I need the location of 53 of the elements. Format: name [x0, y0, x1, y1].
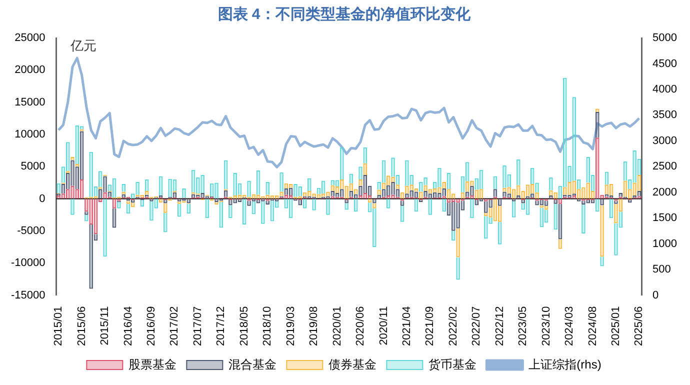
x-tick-label: 2019/08 [308, 306, 320, 346]
x-tick-label: 2019/03 [284, 306, 297, 346]
x-tick-label: 2015/11 [99, 306, 112, 346]
legend-label: 货币基金 [428, 357, 477, 372]
x-tick-label: 2015/01 [52, 306, 65, 346]
legend-label: 股票基金 [128, 357, 177, 372]
y-tick-label: -10000 [10, 257, 46, 270]
x-tick-label: 2022/07 [470, 306, 483, 346]
x-tick-label: 2015/06 [76, 306, 88, 346]
x-tick-label: 2017/07 [192, 306, 204, 346]
x-tick-label: 2017/12 [215, 306, 228, 346]
legend-label: 债券基金 [328, 357, 377, 372]
x-tick-label: 2023/10 [540, 306, 552, 346]
legend-label: 上证综指(rhs) [528, 357, 602, 372]
y-tick-label: 5000 [20, 160, 46, 173]
x-tick-label: 2025/01 [610, 306, 622, 346]
y-tick-label: -15000 [10, 289, 46, 302]
x-tick-label: 2024/08 [586, 306, 599, 346]
x-tick-label: 2018/05 [238, 306, 250, 346]
x-tick-label: 2025/06 [633, 306, 646, 346]
y-tick-label: 25000 [14, 32, 46, 44]
y2-tick-label: 4500 [652, 58, 678, 70]
y-tick-label: 0 [39, 192, 46, 205]
y-tick-label: -5000 [17, 224, 46, 237]
x-tick-label: 2016/09 [146, 306, 158, 346]
y2-tick-label: 3000 [652, 134, 678, 147]
x-tick-label: 2016/04 [122, 306, 134, 346]
y2-tick-label: 1500 [652, 212, 678, 224]
y-axis-title: 亿元 [69, 38, 96, 54]
y2-tick-label: 3500 [652, 109, 678, 122]
y-tick-label: 20000 [14, 64, 46, 76]
x-tick-label: 2021/04 [400, 306, 413, 346]
x-tick-label: 2017/02 [168, 306, 181, 346]
x-tick-label: 2022/02 [447, 306, 460, 346]
x-tick-label: 2022/12 [494, 306, 506, 346]
x-tick-label: 2021/09 [424, 306, 436, 346]
y2-tick-label: 1000 [652, 238, 678, 250]
y2-tick-label: 500 [652, 264, 671, 276]
chart-title: 图表 4：不同类型基金的净值环比变化 [218, 5, 472, 24]
y2-tick-label: 4000 [652, 83, 678, 96]
y2-tick-label: 0 [652, 289, 659, 302]
y-tick-label: 15000 [14, 96, 46, 108]
legend-label: 混合基金 [228, 357, 277, 372]
y-tick-label: 10000 [14, 128, 46, 140]
x-tick-label: 2018/10 [262, 306, 274, 346]
x-tick-label: 2024/03 [564, 306, 576, 346]
x-tick-label: 2020/01 [331, 306, 344, 346]
x-tick-label: 2020/11 [378, 306, 390, 346]
y2-tick-label: 5000 [652, 32, 678, 44]
y2-tick-label: 2000 [652, 186, 678, 198]
x-tick-label: 2023/05 [517, 306, 530, 346]
y2-tick-label: 2500 [652, 160, 678, 173]
x-tick-label: 2020/06 [354, 306, 367, 346]
